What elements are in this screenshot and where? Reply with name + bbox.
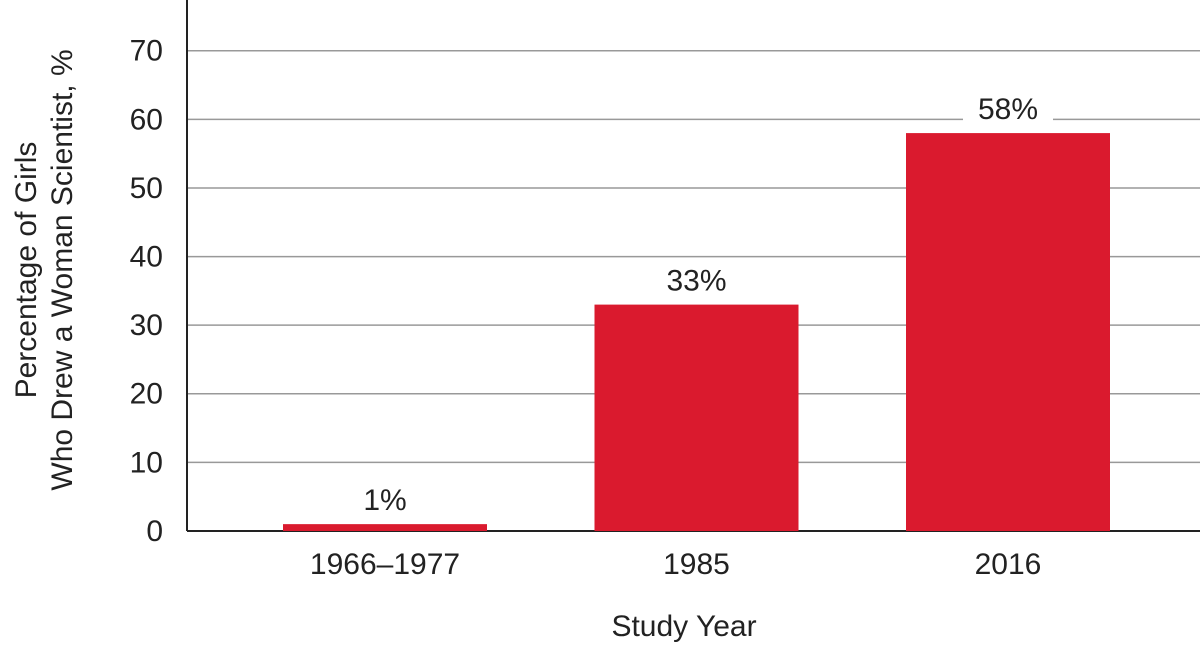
y-tick-label: 70	[130, 35, 163, 68]
y-tick-label: 60	[130, 103, 163, 136]
x-tick-label: 2016	[975, 548, 1042, 581]
y-axis-label: Percentage of Girls	[10, 142, 43, 399]
bar	[594, 304, 799, 531]
bar	[906, 133, 1110, 531]
y-axis-label: Who Drew a Woman Scientist, %	[46, 49, 79, 490]
value-label: 1%	[363, 484, 406, 517]
x-axis-label: Study Year	[611, 610, 756, 643]
value-label: 58%	[978, 93, 1038, 126]
value-label-bg	[340, 482, 430, 519]
y-tick-label: 40	[130, 241, 163, 274]
y-tick-label: 30	[130, 309, 163, 342]
x-tick-label: 1966–1977	[310, 548, 460, 581]
y-tick-label: 50	[130, 172, 163, 205]
value-label-bg	[963, 91, 1053, 128]
value-label: 33%	[666, 265, 726, 298]
x-tick-label: 1985	[663, 548, 730, 581]
y-tick-label: 10	[130, 446, 163, 479]
y-tick-label: 0	[146, 515, 163, 548]
y-tick-label: 20	[130, 378, 163, 411]
bar	[283, 524, 487, 531]
value-label-bg	[651, 262, 742, 299]
